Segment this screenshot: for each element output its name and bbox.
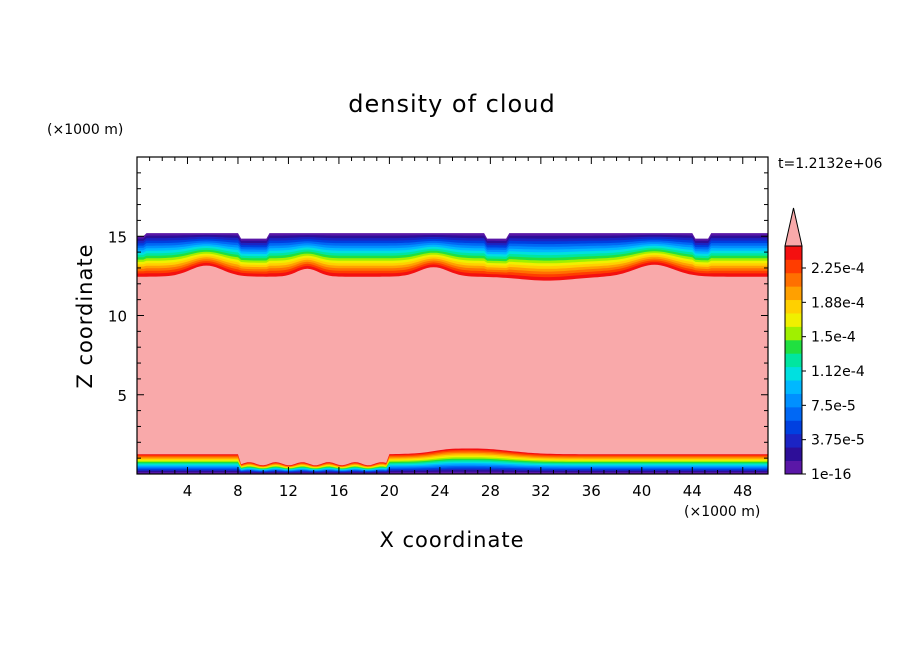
colorbar-swatch xyxy=(785,460,802,475)
colorbar-label: 3.75e-5 xyxy=(811,433,865,449)
x-tick-label: 4 xyxy=(183,482,193,500)
colorbar-label: 1e-16 xyxy=(811,467,851,483)
colorbar-swatch xyxy=(785,339,802,354)
colorbar-swatch xyxy=(785,246,802,260)
colorbar-swatch xyxy=(785,406,802,421)
y-axis-ticks: 5 10 15 xyxy=(108,172,768,459)
x-tick-label: 44 xyxy=(683,482,702,500)
y-tick-label: 15 xyxy=(108,228,127,246)
y-tick-label: 5 xyxy=(117,387,127,405)
x-tick-label: 12 xyxy=(279,482,298,500)
x-tick-label: 40 xyxy=(632,482,651,500)
colorbar-label: 7.5e-5 xyxy=(811,398,856,414)
contour-bands xyxy=(137,233,768,474)
y-axis-title: Z coordinate xyxy=(73,243,97,388)
colorbar-swatch xyxy=(785,393,802,408)
colorbar-swatch xyxy=(785,420,802,435)
x-tick-label: 32 xyxy=(531,482,550,500)
colorbar-swatch xyxy=(785,326,802,341)
x-tick-label: 24 xyxy=(430,482,449,500)
colorbar-swatch xyxy=(785,447,802,461)
colorbar-label: 2.25e-4 xyxy=(811,261,865,277)
colorbar-swatch xyxy=(785,286,802,301)
y-tick-label: 10 xyxy=(108,308,127,326)
colorbar-swatch xyxy=(785,353,802,368)
plot-area xyxy=(137,157,768,474)
y-unit-label: (×1000 m) xyxy=(47,122,123,138)
x-tick-label: 20 xyxy=(380,482,399,500)
x-axis-title: X coordinate xyxy=(379,528,524,552)
x-tick-label: 16 xyxy=(329,482,348,500)
colorbar-label: 1.5e-4 xyxy=(811,330,856,346)
colorbar-swatch xyxy=(785,299,802,314)
colorbar-swatch xyxy=(785,313,802,327)
time-label: t=1.2132e+06 xyxy=(778,156,882,172)
x-tick-label: 36 xyxy=(582,482,601,500)
colorbar: 2.25e-4 1.88e-4 1.5e-4 1.12e-4 7.5e-5 3.75e-5… xyxy=(784,207,865,483)
colorbar-swatch xyxy=(785,259,802,274)
colorbar-label: 1.88e-4 xyxy=(811,295,865,311)
x-axis-ticks: 4 8 12 16 20 24 28 32 36 40 44 48 xyxy=(149,157,756,500)
colorbar-overflow-arrow xyxy=(784,207,803,247)
cloud-core xyxy=(137,264,768,467)
x-tick-label: 28 xyxy=(481,482,500,500)
colorbar-swatch xyxy=(785,380,802,394)
x-unit-label: (×1000 m) xyxy=(684,504,760,520)
colorbar-swatch xyxy=(785,433,802,448)
colorbar-label: 1.12e-4 xyxy=(811,364,865,380)
x-tick-label: 8 xyxy=(233,482,243,500)
chart-title: density of cloud xyxy=(348,90,555,118)
colorbar-frame xyxy=(784,245,803,475)
x-tick-label: 48 xyxy=(733,482,752,500)
colorbar-swatch xyxy=(785,366,802,381)
colorbar-swatch xyxy=(785,272,802,287)
